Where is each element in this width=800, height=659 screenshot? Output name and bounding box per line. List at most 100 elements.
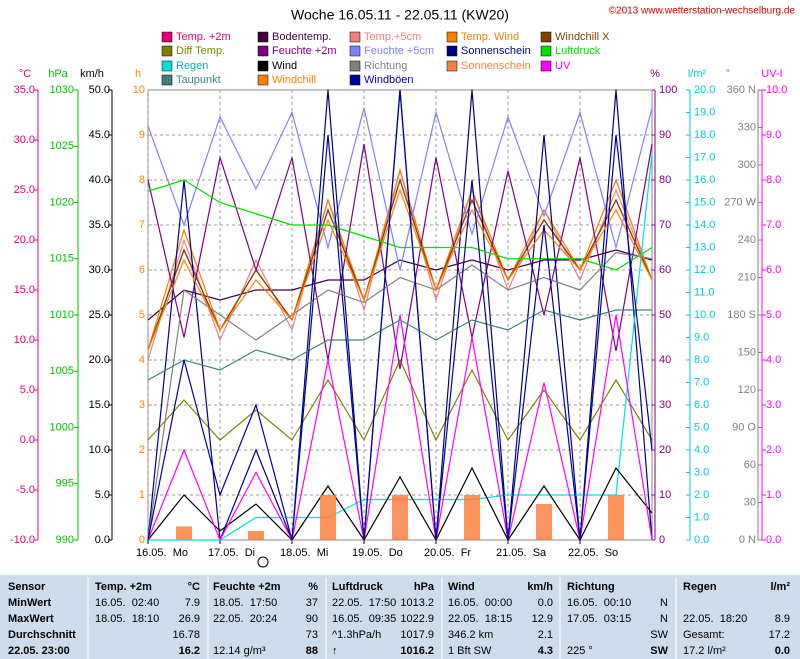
y-tick-label: 10 <box>659 489 671 501</box>
legend-label: Bodentemp. <box>272 31 331 43</box>
legend-label: Temp.+5cm <box>364 31 421 43</box>
x-tick-label: 17.05. Di <box>208 547 255 559</box>
y-tick-label: 5.0 <box>20 384 35 396</box>
y-tick-label: 35.0 <box>14 84 35 96</box>
table-cell: % <box>308 581 318 593</box>
x-tick-label: 22.05. So <box>568 547 618 559</box>
table-cell: SW <box>650 629 668 641</box>
y-tick-label: 10.0 <box>14 334 35 346</box>
series-line <box>147 89 653 541</box>
y-tick-label: -10.0 <box>10 534 35 546</box>
y-tick-label: 10.0 <box>694 309 715 321</box>
y-tick-label: 0.0 <box>694 534 709 546</box>
y-tick-label: 4.0 <box>766 354 781 366</box>
legend-swatch <box>349 31 361 43</box>
axis-title: hPa <box>48 68 68 80</box>
table-cell: 18.05. 17:50 <box>213 597 277 609</box>
bar <box>392 495 408 540</box>
y-tick-label: 19.0 <box>694 106 715 118</box>
legend-label: Richtung <box>364 60 407 72</box>
legend-swatch <box>257 45 269 57</box>
legend-label: UV <box>555 60 571 72</box>
table-cell: ↑ <box>332 645 338 657</box>
y-tick-label: 4.0 <box>694 444 709 456</box>
background <box>0 0 800 575</box>
table-cell: SW <box>650 645 668 657</box>
x-tick-label: 21.05. Sa <box>496 547 547 559</box>
table-cell: 22.05. 18:15 <box>448 613 512 625</box>
marker <box>257 556 269 568</box>
table-cell: °C <box>188 581 200 593</box>
table-cell: 22.05. 23:00 <box>8 645 70 657</box>
table-cell: 16.2 <box>179 645 200 657</box>
y-tick-label: 300 <box>738 159 756 171</box>
table-cell: 1 Bft SW <box>448 645 492 657</box>
y-tick-label: 990 <box>56 534 74 546</box>
y-tick-label: 18.0 <box>694 129 715 141</box>
y-tick-label: 1005 <box>50 365 74 377</box>
y-tick-label: 9 <box>139 129 145 141</box>
table-cell: 225 ° <box>567 645 593 657</box>
y-tick-label: 6.0 <box>766 264 781 276</box>
y-tick-label: 20 <box>659 444 671 456</box>
table-cell: 22.05. 20:24 <box>213 613 277 625</box>
bar <box>248 531 264 540</box>
axis-title: UV-I <box>761 68 782 80</box>
y-tick-label: 995 <box>56 478 74 490</box>
y-tick-label: 1030 <box>50 84 74 96</box>
table-cell: 1013.2 <box>400 597 434 609</box>
table-cell: MaxWert <box>8 613 54 625</box>
bar <box>536 504 552 540</box>
table-cell: ^1.3hPa/h <box>332 629 381 641</box>
y-tick-label: 40 <box>659 354 671 366</box>
legend-label: Feuchte +2m <box>272 45 337 57</box>
legend-swatch <box>540 45 552 57</box>
y-tick-label: 3.0 <box>694 466 709 478</box>
table-cell: 16.78 <box>172 629 200 641</box>
y-tick-label: 7 <box>139 219 145 231</box>
y-tick-label: 40.0 <box>89 174 110 186</box>
table-cell: 37 <box>306 597 318 609</box>
series-line <box>147 249 653 321</box>
y-tick-label: 70 <box>659 219 671 231</box>
legend-swatch <box>540 60 552 72</box>
y-tick-label: 30.0 <box>89 264 110 276</box>
x-tick-label: 19.05. Do <box>352 547 403 559</box>
y-tick-label: 330 <box>738 121 756 133</box>
y-tick-label: 50.0 <box>89 84 110 96</box>
table-cell: 17.2 l/m² <box>683 645 726 657</box>
table-cell: 17.2 <box>769 629 790 641</box>
y-tick-label: 17.0 <box>694 151 715 163</box>
table-cell: 16.05. 00:00 <box>448 597 512 609</box>
legend-label: Regen <box>176 60 208 72</box>
y-tick-label: 20.0 <box>694 84 715 96</box>
y-tick-label: 210 <box>738 271 756 283</box>
y-tick-label: 10.0 <box>766 84 787 96</box>
y-tick-label: 15.0 <box>14 284 35 296</box>
axis-title: h <box>135 68 141 80</box>
y-tick-label: 0 <box>139 534 145 546</box>
y-tick-label: 80 <box>659 174 671 186</box>
legend-swatch <box>161 31 173 43</box>
bar <box>176 526 192 540</box>
y-tick-label: 11.0 <box>694 286 715 298</box>
legend-swatch <box>446 60 458 72</box>
y-tick-label: 8.0 <box>694 354 709 366</box>
table-cell: 16.05. 02:40 <box>95 597 159 609</box>
table-cell: 7.9 <box>185 597 200 609</box>
y-tick-label: 14.0 <box>694 219 715 231</box>
y-tick-label: 1025 <box>50 140 74 152</box>
y-tick-label: 9.0 <box>694 331 709 343</box>
legend-label: Luftdruck <box>555 45 601 57</box>
table-cell: 17.05. 03:15 <box>567 613 631 625</box>
table-cell: N <box>660 613 668 625</box>
y-tick-label: 1.0 <box>694 511 709 523</box>
chart-title: Woche 16.05.11 - 22.05.11 (KW20) <box>291 7 509 23</box>
table-cell: 1016.2 <box>400 645 434 657</box>
table-cell: Durchschnitt <box>8 629 76 641</box>
table-cell: Regen <box>683 581 717 593</box>
y-tick-label: 5.0 <box>95 489 110 501</box>
y-tick-label: 30 <box>659 399 671 411</box>
y-tick-label: 10.0 <box>89 444 110 456</box>
legend-label: Temp. Wind <box>461 31 519 43</box>
